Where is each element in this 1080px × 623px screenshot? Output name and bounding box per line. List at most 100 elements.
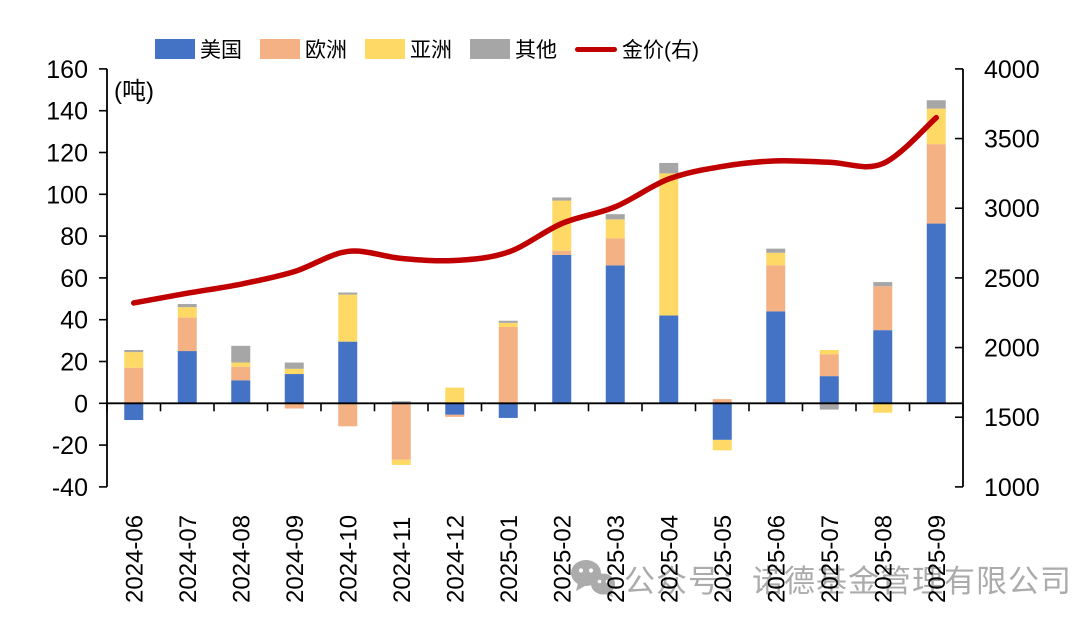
y-axis-left-tick-label: -40 [52, 474, 88, 502]
bar-2025-08-us [873, 330, 893, 404]
legend-item-europe: 欧洲 [260, 34, 347, 64]
bar-2025-05-europe [712, 399, 732, 404]
x-axis-label: 2024-12 [442, 515, 469, 603]
bar-2025-06-asia [766, 252, 786, 266]
x-axis-label: 2024-11 [389, 517, 416, 603]
gold-price-line [131, 114, 939, 306]
y-axis-left-tick-label: 100 [46, 181, 88, 209]
bar-2024-09-other [284, 362, 304, 369]
legend-label-asia: 亚洲 [410, 39, 452, 62]
legend-label-europe: 欧洲 [305, 39, 347, 62]
bar-2025-05-us [712, 403, 732, 440]
x-axis-label: 2024-07 [175, 515, 202, 603]
bar-2024-11-asia [391, 459, 411, 465]
x-axis-label: 2025-01 [496, 515, 523, 603]
x-axis-label: 2024-09 [282, 515, 309, 603]
bar-2024-10-other [338, 292, 358, 295]
x-axis-label: 2025-07 [817, 515, 844, 603]
bar-2024-08-other [231, 345, 251, 363]
bar-2025-03-us [605, 265, 625, 404]
legend-item-other: 其他 [470, 34, 557, 64]
y-axis-left-tick-label: 60 [60, 265, 88, 293]
x-axis-label: 2024-08 [228, 515, 255, 603]
y-axis-right-tick-label: 2500 [984, 265, 1040, 293]
bar-2025-06-other [766, 248, 786, 253]
x-axis-label: 2025-03 [603, 515, 630, 603]
bar-2024-08-us [231, 380, 251, 404]
x-axis-label: 2025-05 [710, 515, 737, 603]
y-axis-left-tick-label: 80 [60, 223, 88, 251]
y-axis-left-tick-label: 120 [46, 140, 88, 168]
bar-2024-09-asia [284, 368, 304, 375]
y-axis-left-tick-label: 40 [60, 307, 88, 335]
bar-2024-07-asia [177, 307, 197, 318]
bar-2025-08-europe [873, 286, 893, 331]
bar-2024-09-us [284, 374, 304, 404]
x-axis-label: 2024-10 [335, 515, 362, 603]
bar-2024-08-europe [231, 366, 251, 381]
legend-item-us: 美国 [155, 34, 242, 64]
bar-2025-01-europe [498, 327, 518, 404]
bar-2025-01-asia [498, 322, 518, 328]
left-axis-unit-label: (吨) [114, 78, 154, 105]
bar-2024-08-asia [231, 362, 251, 367]
bar-2025-08-other [873, 282, 893, 287]
bar-2025-03-asia [605, 219, 625, 239]
bar-2025-08-asia [873, 403, 893, 413]
y-axis-left-tick-label: 140 [46, 98, 88, 126]
y-axis-right-tick-label: 2000 [984, 335, 1040, 363]
y-axis-right-tick-label: 3500 [984, 126, 1040, 154]
bar-2025-01-us [498, 403, 518, 418]
bar-2025-01-other [498, 320, 518, 323]
legend-label-other: 其他 [515, 39, 557, 62]
y-axis-right-tick-label: 1000 [984, 474, 1040, 502]
legend-swatch-gold-price [575, 46, 617, 52]
watermark: 公众号：诺德基金管理有限公司 [570, 556, 1072, 601]
x-axis-label: 2025-04 [656, 515, 683, 603]
bar-2025-07-other [819, 403, 839, 410]
bar-2024-11-europe [391, 403, 411, 460]
legend-swatch-other [470, 39, 510, 59]
bar-2025-04-asia [659, 173, 679, 316]
x-axis-label: 2024-06 [121, 515, 148, 603]
y-axis-right-tick-label: 1500 [984, 404, 1040, 432]
bar-2025-09-asia [926, 108, 946, 145]
y-axis-left-tick-label: 0 [74, 390, 88, 418]
legend-item-gold-price: 金价(右) [575, 34, 699, 64]
legend-swatch-europe [260, 39, 300, 59]
bar-2025-02-other [552, 197, 572, 201]
bar-2024-07-europe [177, 317, 197, 352]
bar-2025-09-europe [926, 144, 946, 224]
bar-2024-12-europe [445, 414, 465, 417]
legend-label-us: 美国 [200, 39, 242, 62]
y-axis-right-tick-label: 4000 [984, 56, 1040, 84]
bar-2024-09-europe [284, 403, 304, 409]
bar-2025-04-us [659, 315, 679, 404]
bar-2024-07-other [177, 304, 197, 308]
bar-2025-07-europe [819, 354, 839, 377]
bar-2025-02-us [552, 254, 572, 404]
bar-2025-09-other [926, 100, 946, 109]
bar-2024-12-us [445, 403, 465, 415]
bar-2025-05-asia [712, 439, 732, 451]
legend-swatch-asia [365, 39, 405, 59]
legend-item-asia: 亚洲 [365, 34, 452, 64]
bar-2024-10-asia [338, 294, 358, 342]
bar-2025-06-us [766, 311, 786, 404]
bar-2025-04-other [659, 162, 679, 174]
bar-2025-09-us [926, 223, 946, 404]
bar-2024-06-us [124, 403, 144, 421]
bar-2024-06-asia [124, 352, 144, 368]
bar-2025-03-other [605, 214, 625, 220]
watermark-text: 公众号：诺德基金管理有限公司 [624, 564, 1072, 599]
bar-2024-12-asia [445, 387, 465, 404]
y-axis-right-tick-label: 3000 [984, 195, 1040, 223]
bar-2024-10-europe [338, 403, 358, 427]
bar-2024-06-europe [124, 367, 144, 404]
wechat-icon [571, 559, 615, 597]
bar-2025-07-us [819, 376, 839, 404]
x-axis-label: 2025-09 [924, 515, 951, 603]
y-axis-left-tick-label: 160 [46, 56, 88, 84]
